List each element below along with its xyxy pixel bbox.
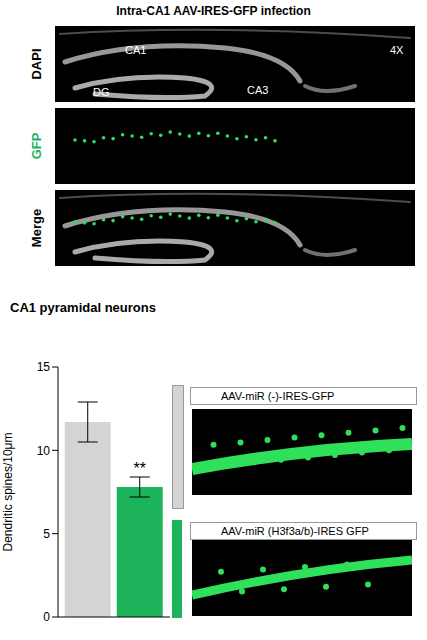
html-text:Merge: Merge — [28, 208, 44, 248]
html-text:GFP: GFP — [28, 132, 44, 160]
html-text:DAPI: DAPI — [28, 48, 44, 80]
html-text:Intra-CA1 AAV-IRES-GFP infecti: Intra-CA1 AAV-IRES-GFP infection — [116, 4, 311, 18]
svg-text:15: 15 — [37, 360, 51, 374]
svg-text:0: 0 — [43, 610, 50, 624]
html-text:CA1: CA1 — [125, 44, 147, 56]
svg-text:5: 5 — [43, 527, 50, 541]
svg-text:**: ** — [133, 460, 145, 477]
html-text:DG: DG — [93, 86, 110, 98]
html-text:AAV-miR (H3f3a/b)-IRES GFP: AAV-miR (H3f3a/b)-IRES GFP — [221, 525, 369, 537]
html-text:CA3: CA3 — [247, 84, 269, 96]
html-text:4X: 4X — [390, 44, 404, 56]
svg-text:Dendritic spines/10μm: Dendritic spines/10μm — [8, 433, 15, 552]
svg-text:10: 10 — [37, 444, 51, 458]
html-text:AAV-miR (-)-IRES-GFP: AAV-miR (-)-IRES-GFP — [221, 390, 335, 402]
html-text:CA1 pyramidal neurons: CA1 pyramidal neurons — [10, 300, 156, 315]
